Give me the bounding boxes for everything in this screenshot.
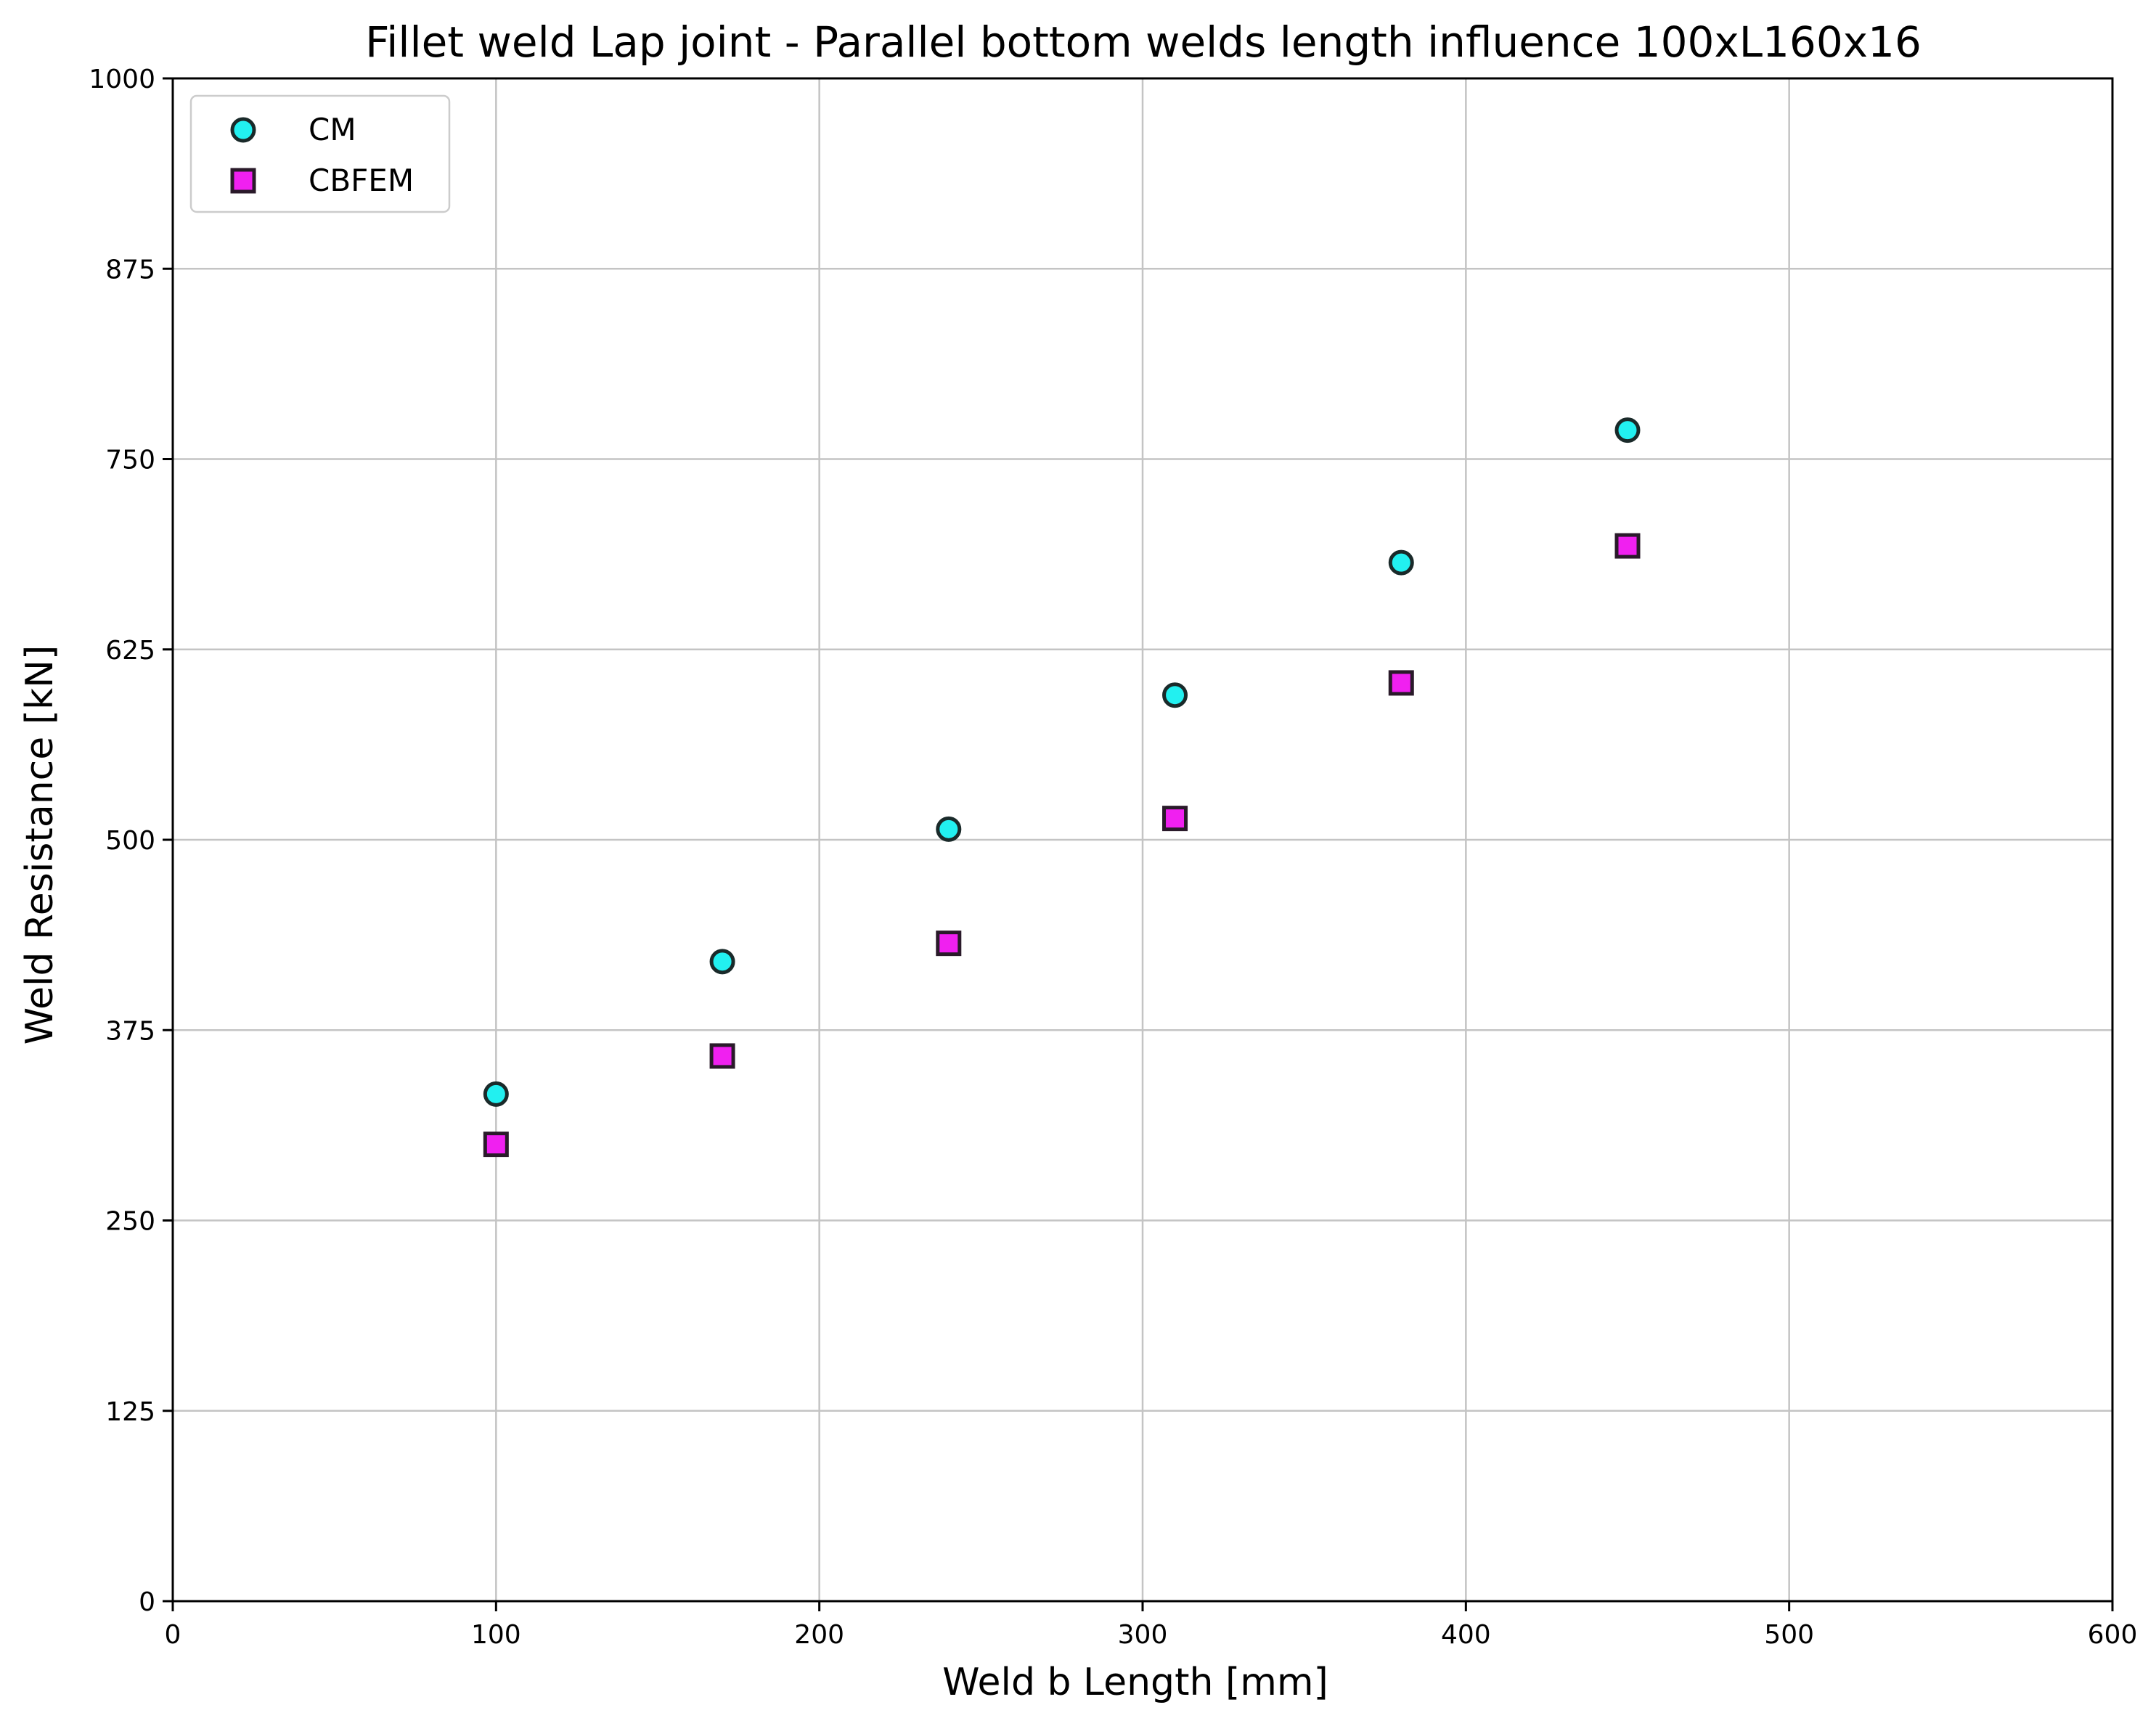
y-tick-label: 1000 [89,65,155,94]
x-tick-label: 200 [794,1620,844,1650]
cbfem-data-point [483,1132,509,1158]
legend-marker-cbfem [230,168,256,194]
cbfem-data-point [1388,670,1414,696]
x-tick-label: 600 [2088,1620,2138,1650]
legend-marker-cm [230,117,256,143]
x-tick-label: 500 [1764,1620,1814,1650]
y-tick-label: 0 [139,1587,155,1617]
x-tick-label: 400 [1441,1620,1491,1650]
cbfem-data-point [1614,533,1641,559]
y-tick-label: 500 [105,826,155,856]
chart-title: Fillet weld Lap joint - Parallel bottom … [365,17,1922,67]
cbfem-data-point [709,1043,735,1069]
cm-data-point [709,949,735,975]
y-tick-label: 250 [105,1207,155,1237]
cbfem-data-point [936,931,962,957]
y-tick-label: 750 [105,446,155,475]
x-tick-label: 100 [471,1620,521,1650]
y-tick-label: 875 [105,255,155,285]
y-tick-label: 125 [105,1397,155,1427]
x-axis-label: Weld b Length [mm] [942,1661,1328,1704]
cm-data-point [483,1081,509,1107]
cm-data-point [1388,549,1414,576]
y-tick-label: 375 [105,1016,155,1046]
cbfem-data-point [1162,806,1188,832]
y-tick-label: 625 [105,636,155,666]
y-axis-label: Weld Resistance [kN] [18,645,62,1045]
legend-label-cbfem: CBFEM [309,163,414,198]
x-tick-label: 300 [1118,1620,1168,1650]
legend-label-cm: CM [309,112,356,147]
axes: 0 100 200 300 400 500 600 0 125 250 375 500 625 750 87… [89,65,2137,1650]
cm-data-point [936,816,962,842]
data-points [483,417,1641,1158]
x-tick-label: 0 [165,1620,181,1650]
cm-data-point [1614,417,1641,443]
grid-lines [173,78,2112,1601]
legend: CM CBFEM [189,94,451,213]
cm-data-point [1162,682,1188,708]
